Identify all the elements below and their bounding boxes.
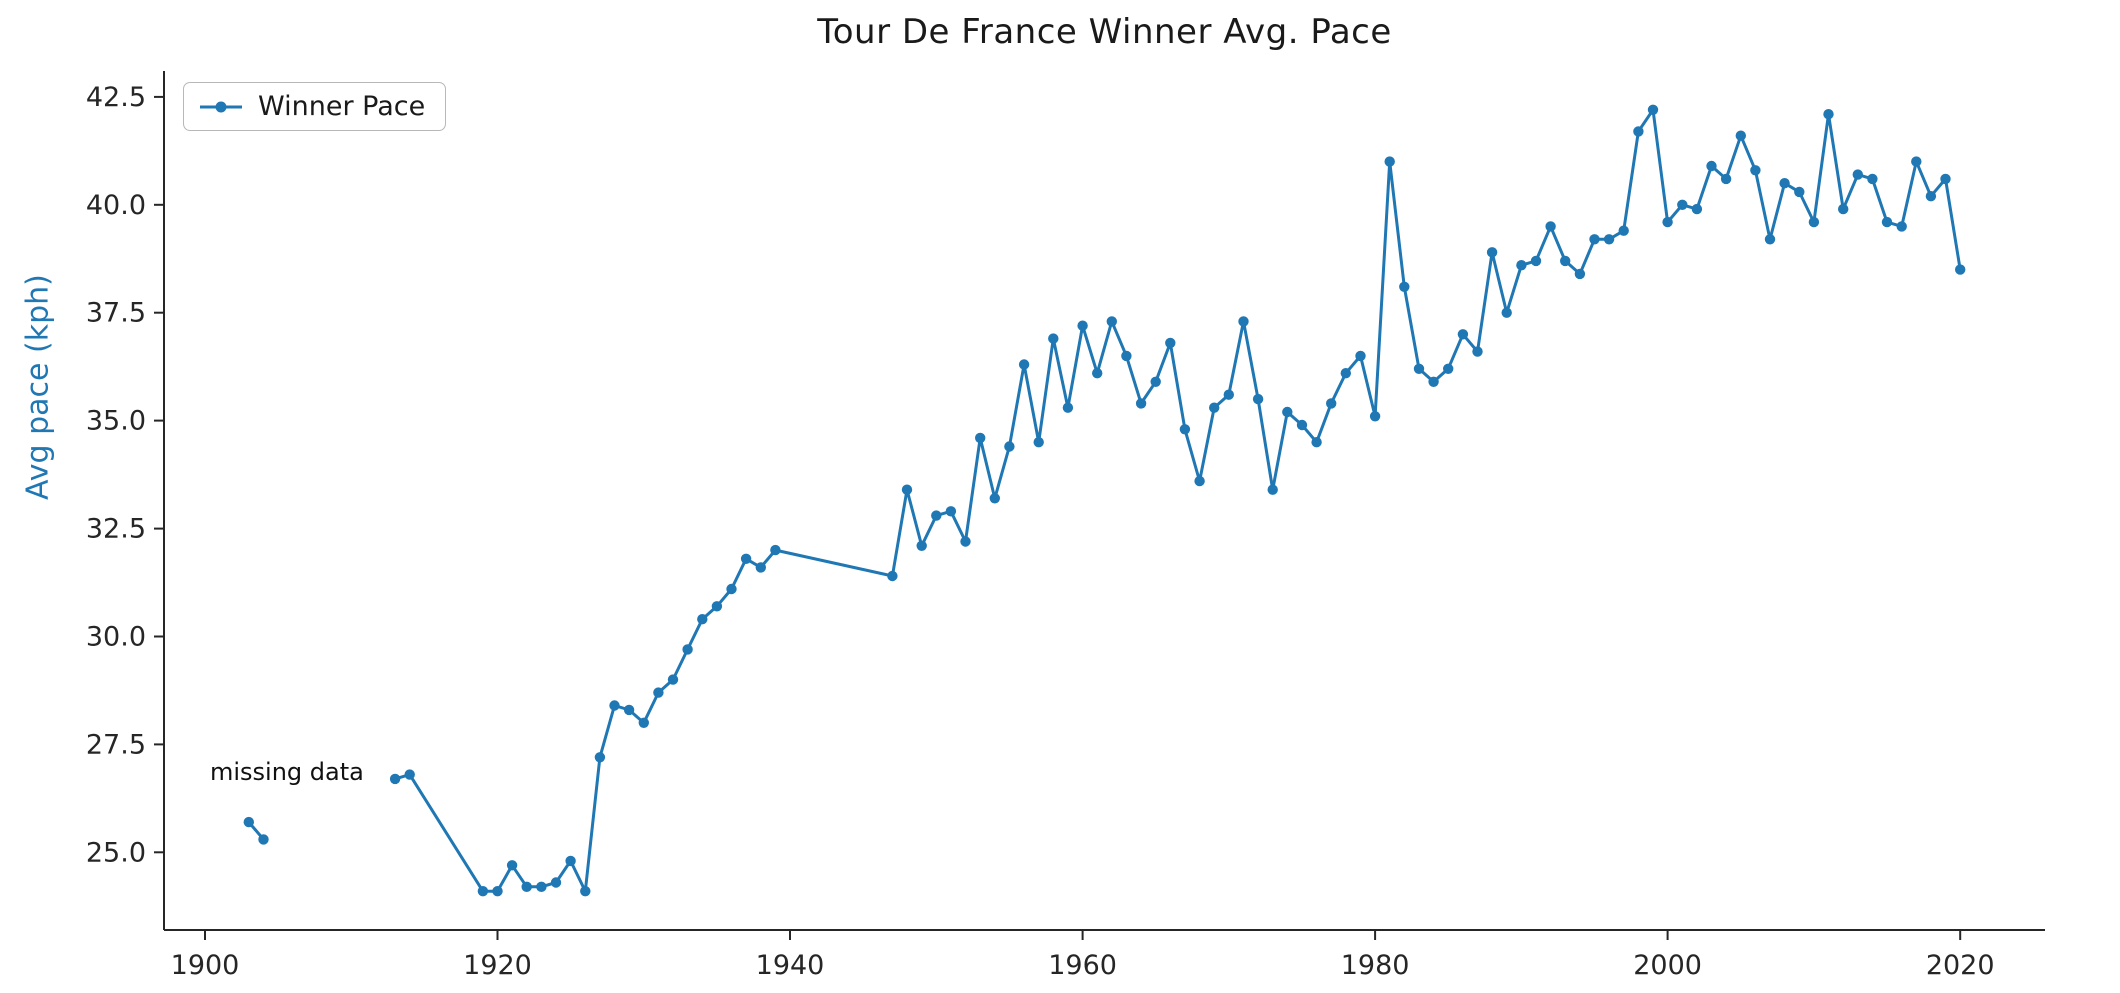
svg-text:1980: 1980 — [1341, 950, 1410, 981]
svg-text:1920: 1920 — [463, 950, 532, 981]
missing-data-annotation: missing data — [210, 758, 364, 786]
svg-text:2020: 2020 — [1926, 950, 1995, 981]
chart-title: Tour De France Winner Avg. Pace — [817, 12, 1392, 52]
svg-text:37.5: 37.5 — [86, 298, 146, 329]
svg-text:27.5: 27.5 — [86, 729, 146, 760]
svg-text:35.0: 35.0 — [86, 406, 146, 437]
svg-text:1900: 1900 — [171, 950, 240, 981]
svg-text:32.5: 32.5 — [86, 514, 146, 545]
legend: Winner Pace — [183, 82, 447, 131]
svg-text:25.0: 25.0 — [86, 837, 146, 868]
svg-text:2000: 2000 — [1633, 950, 1702, 981]
svg-text:1960: 1960 — [1048, 950, 1117, 981]
legend-label: Winner Pace — [258, 91, 426, 122]
svg-text:1940: 1940 — [756, 950, 825, 981]
svg-text:30.0: 30.0 — [86, 622, 146, 653]
svg-text:42.5: 42.5 — [86, 82, 146, 113]
svg-text:40.0: 40.0 — [86, 190, 146, 221]
legend-line-marker-icon — [200, 101, 242, 112]
